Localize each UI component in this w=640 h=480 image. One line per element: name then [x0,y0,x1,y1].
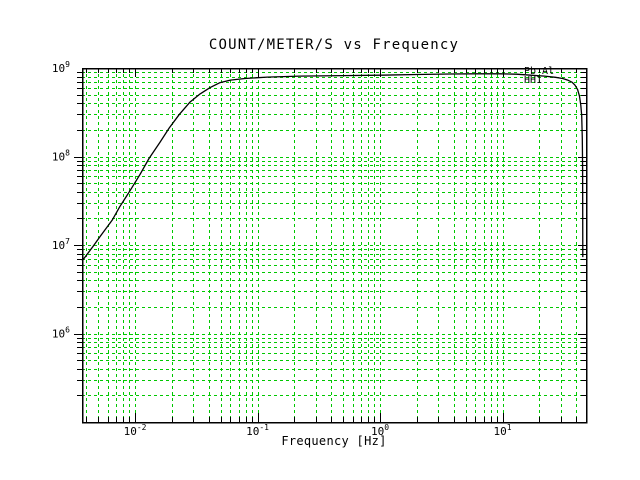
x-tick-label: 10-1 [246,423,269,438]
x-tick-label: 100 [371,423,389,438]
y-tick-label: 106 [52,326,70,341]
x-axis-label: Frequency [Hz] [281,434,387,448]
curve-label-line1: Pb Al [524,66,555,77]
x-tick-label: 101 [494,423,512,438]
chart-title: COUNT/METER/S vs Frequency [208,37,460,53]
y-tick-label: 107 [52,237,70,252]
axis-ticks [74,68,586,422]
y-tick-label: 109 [52,60,70,75]
curve-label-line2: HH1 [524,75,543,86]
x-tick-label: 10-2 [124,423,147,438]
plot-frame [81,67,588,424]
grid-lines [82,68,586,422]
data-curve [81,73,584,262]
y-tick-label: 108 [52,149,70,164]
